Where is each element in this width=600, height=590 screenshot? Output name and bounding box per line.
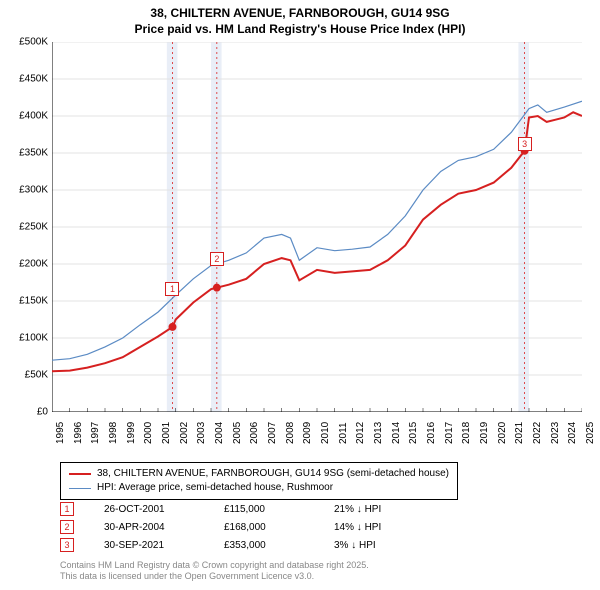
- y-tick-label: £250K: [2, 222, 48, 233]
- marker-price: £168,000: [224, 522, 334, 533]
- x-tick-label: 2010: [320, 422, 331, 444]
- marker-row: 3 30-SEP-2021£353,0003% ↓ HPI: [60, 536, 434, 554]
- legend-label: 38, CHILTERN AVENUE, FARNBOROUGH, GU14 9…: [97, 467, 449, 481]
- x-tick-label: 1998: [108, 422, 119, 444]
- x-tick-label: 1996: [73, 422, 84, 444]
- x-tick-label: 2009: [302, 422, 313, 444]
- marker-row: 1 26-OCT-2001£115,00021% ↓ HPI: [60, 500, 434, 518]
- x-tick-label: 2004: [214, 422, 225, 444]
- x-tick-label: 2024: [567, 422, 578, 444]
- x-tick-label: 2000: [143, 422, 154, 444]
- attribution-line2: This data is licensed under the Open Gov…: [60, 571, 369, 582]
- chart-marker-badge: 1: [165, 282, 179, 296]
- x-tick-label: 2011: [338, 422, 349, 444]
- legend: 38, CHILTERN AVENUE, FARNBOROUGH, GU14 9…: [60, 462, 458, 500]
- x-tick-label: 2013: [373, 422, 384, 444]
- x-tick-label: 2022: [532, 422, 543, 444]
- marker-badge: 3: [60, 538, 74, 552]
- legend-swatch: [69, 473, 91, 475]
- title-line1: 38, CHILTERN AVENUE, FARNBOROUGH, GU14 9…: [0, 6, 600, 22]
- x-tick-label: 1995: [55, 422, 66, 444]
- y-tick-label: £450K: [2, 74, 48, 85]
- x-tick-label: 2002: [179, 422, 190, 444]
- marker-badge: 1: [60, 502, 74, 516]
- y-tick-label: £50K: [2, 370, 48, 381]
- attribution: Contains HM Land Registry data © Crown c…: [60, 560, 369, 582]
- y-tick-label: £0: [2, 407, 48, 418]
- y-tick-label: £200K: [2, 259, 48, 270]
- x-tick-label: 1999: [126, 422, 137, 444]
- marker-row: 2 30-APR-2004£168,00014% ↓ HPI: [60, 518, 434, 536]
- y-tick-label: £100K: [2, 333, 48, 344]
- legend-swatch: [69, 488, 91, 489]
- attribution-line1: Contains HM Land Registry data © Crown c…: [60, 560, 369, 571]
- chart-marker-badge: 3: [518, 137, 532, 151]
- marker-price: £353,000: [224, 540, 334, 551]
- x-tick-label: 2018: [461, 422, 472, 444]
- x-tick-label: 2001: [161, 422, 172, 444]
- marker-delta: 14% ↓ HPI: [334, 522, 434, 533]
- x-tick-label: 2020: [497, 422, 508, 444]
- marker-delta: 3% ↓ HPI: [334, 540, 434, 551]
- x-tick-label: 2003: [196, 422, 207, 444]
- x-tick-label: 1997: [90, 422, 101, 444]
- chart-area: 1 2 3: [52, 42, 582, 412]
- marker-date: 30-APR-2004: [104, 522, 224, 533]
- y-tick-label: £350K: [2, 148, 48, 159]
- marker-delta: 21% ↓ HPI: [334, 504, 434, 515]
- y-tick-label: £150K: [2, 296, 48, 307]
- legend-item: HPI: Average price, semi-detached house,…: [69, 481, 449, 495]
- legend-item: 38, CHILTERN AVENUE, FARNBOROUGH, GU14 9…: [69, 467, 449, 481]
- marker-badge: 2: [60, 520, 74, 534]
- marker-price: £115,000: [224, 504, 334, 515]
- marker-date: 30-SEP-2021: [104, 540, 224, 551]
- marker-date: 26-OCT-2001: [104, 504, 224, 515]
- y-tick-label: £300K: [2, 185, 48, 196]
- x-tick-label: 2016: [426, 422, 437, 444]
- chart-title: 38, CHILTERN AVENUE, FARNBOROUGH, GU14 9…: [0, 0, 600, 37]
- x-tick-label: 2007: [267, 422, 278, 444]
- marker-table: 1 26-OCT-2001£115,00021% ↓ HPI 2 30-APR-200…: [60, 500, 434, 554]
- x-tick-label: 2014: [391, 422, 402, 444]
- legend-label: HPI: Average price, semi-detached house,…: [97, 481, 333, 495]
- x-tick-label: 2019: [479, 422, 490, 444]
- x-tick-label: 2006: [249, 422, 260, 444]
- x-tick-label: 2017: [444, 422, 455, 444]
- x-tick-label: 2005: [232, 422, 243, 444]
- x-tick-label: 2025: [585, 422, 596, 444]
- x-tick-label: 2015: [408, 422, 419, 444]
- y-tick-label: £500K: [2, 37, 48, 48]
- y-tick-label: £400K: [2, 111, 48, 122]
- chart-svg: [52, 42, 582, 412]
- x-tick-label: 2021: [514, 422, 525, 444]
- chart-marker-badge: 2: [210, 252, 224, 266]
- title-line2: Price paid vs. HM Land Registry's House …: [0, 22, 600, 38]
- x-tick-label: 2023: [550, 422, 561, 444]
- x-tick-label: 2012: [355, 422, 366, 444]
- x-tick-label: 2008: [285, 422, 296, 444]
